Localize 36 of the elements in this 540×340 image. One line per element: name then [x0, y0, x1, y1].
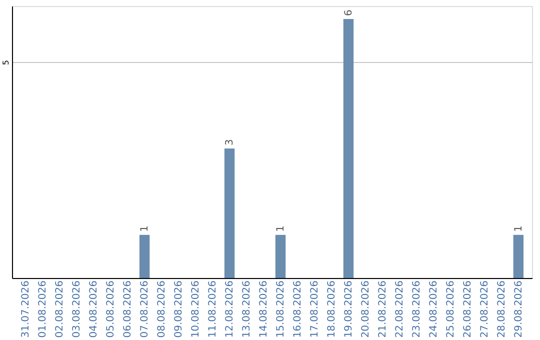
y-tick-label: 5: [2, 60, 10, 66]
x-tick-label: 10.08.2026: [190, 280, 202, 338]
x-tick-label: 13.08.2026: [242, 280, 253, 338]
x-tick-label: 08.08.2026: [156, 280, 168, 338]
x-tick-label: 06.08.2026: [122, 280, 134, 338]
x-tick-label: 02.08.2026: [54, 280, 66, 338]
x-tick-label: 24.08.2026: [428, 280, 440, 338]
x-tick-label: 22.08.2026: [394, 280, 406, 338]
x-tick-label: 19.08.2026: [343, 280, 354, 338]
x-tick-label: 15.08.2026: [275, 280, 286, 338]
x-tick-label: 27.08.2026: [479, 280, 490, 338]
data-label: 6: [343, 10, 354, 16]
data-label: 3: [224, 139, 236, 146]
x-tick-label: 12.08.2026: [224, 280, 236, 338]
x-tick-label: 21.08.2026: [377, 280, 388, 338]
x-tick-label: 07.08.2026: [140, 280, 151, 338]
x-tick-label: 05.08.2026: [106, 280, 117, 338]
data-label: 1: [513, 225, 524, 232]
data-label: 1: [140, 225, 151, 232]
x-tick-label: 23.08.2026: [411, 280, 422, 338]
x-tick-label: 29.08.2026: [513, 280, 524, 338]
x-tick-label: 14.08.2026: [258, 280, 270, 338]
x-tick-label: 26.08.2026: [462, 280, 474, 338]
x-tick-label: 31.07.2026: [20, 280, 32, 338]
x-tick-label: 16.08.2026: [292, 280, 304, 338]
x-tick-label: 04.08.2026: [88, 280, 100, 338]
x-tick-label: 17.08.2026: [309, 280, 320, 338]
x-tick-label: 03.08.2026: [72, 280, 83, 338]
x-tick-label: 09.08.2026: [174, 280, 185, 338]
x-tick-label: 28.08.2026: [496, 280, 508, 338]
x-tick-label: 25.08.2026: [445, 280, 456, 338]
x-tick-label: 11.08.2026: [208, 280, 219, 338]
x-tick-label: 01.08.2026: [38, 280, 49, 338]
x-tick-label: 20.08.2026: [360, 280, 372, 338]
x-tick-label: 18.08.2026: [326, 280, 338, 338]
data-label: 1: [275, 225, 286, 232]
